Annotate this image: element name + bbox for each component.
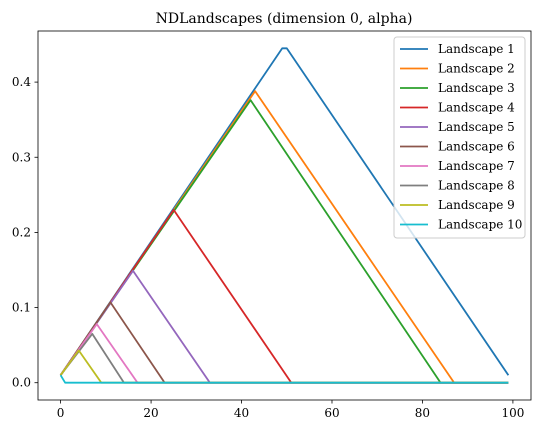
x-tick-label: 20 [143, 406, 158, 420]
series-line-landscape-10 [59, 374, 509, 384]
legend: Landscape 1 Landscape 2 Landscape 3 Landsca… [393, 36, 526, 239]
chart-title: NDLandscapes (dimension 0, alpha) [156, 11, 413, 27]
x-tick-label: 40 [234, 406, 249, 420]
legend-label: Landscape 9 [438, 198, 515, 212]
legend-label: Landscape 10 [438, 218, 522, 232]
y-tick-label: 0.4 [12, 75, 31, 89]
legend-label: Landscape 1 [438, 42, 515, 56]
legend-label: Landscape 8 [438, 179, 515, 193]
y-tick-label: 0.3 [12, 150, 31, 164]
x-tick-label: 60 [324, 406, 339, 420]
series-line-landscape-6 [59, 301, 509, 384]
legend-label: Landscape 4 [438, 101, 515, 115]
y-tick-label: 0.0 [12, 376, 31, 390]
legend-label: Landscape 5 [438, 120, 515, 134]
plot-frame [37, 30, 532, 401]
series-line-landscape-8 [59, 332, 509, 384]
y-tick-label: 0.1 [12, 301, 31, 315]
y-tick-label: 0.2 [12, 225, 31, 239]
legend-label: Landscape 6 [438, 140, 515, 154]
series-layer [59, 47, 510, 384]
legend-label: Landscape 3 [438, 81, 515, 95]
x-tick-label: 0 [57, 406, 65, 420]
y-axis: 0.0 0.1 0.2 0.3 0.4 [12, 75, 38, 390]
x-tick-label: 100 [501, 406, 524, 420]
legend-label: Landscape 7 [438, 159, 515, 173]
x-axis: 0 20 40 60 80 100 [57, 400, 524, 420]
series-line-landscape-9 [59, 349, 509, 384]
x-tick-label: 80 [415, 406, 430, 420]
legend-label: Landscape 2 [438, 62, 515, 76]
